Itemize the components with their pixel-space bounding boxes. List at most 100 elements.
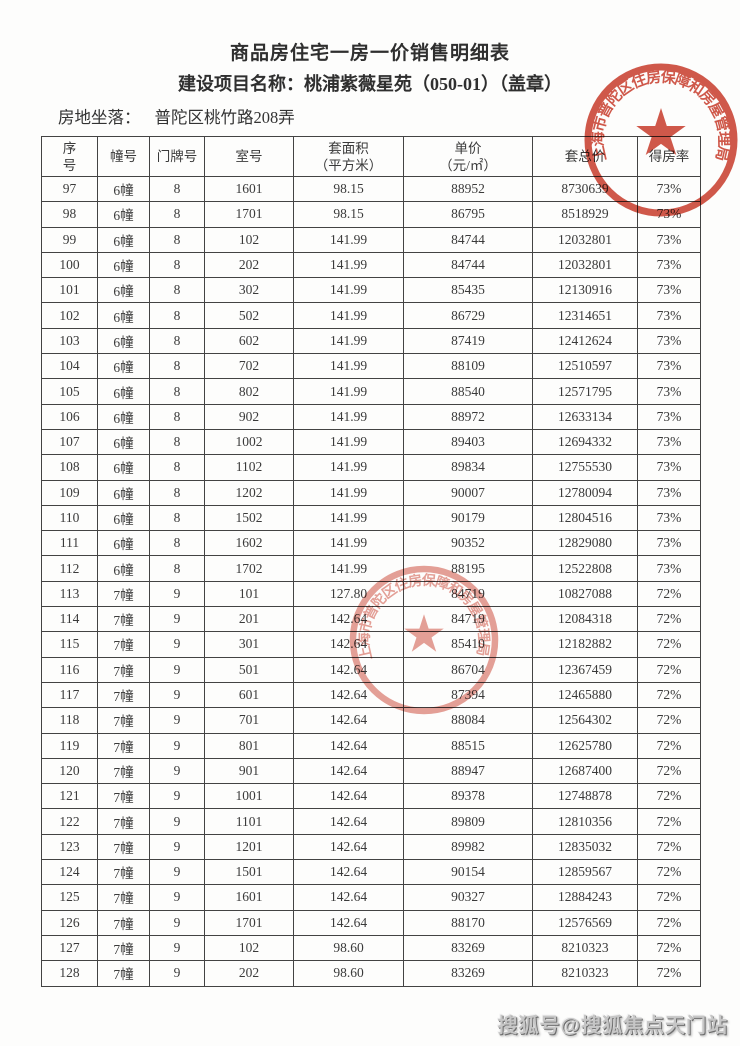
table-cell: 72%	[637, 960, 701, 987]
table-cell: 9	[149, 808, 205, 835]
table-row: 126 7幢 9 1701 142.64 88170 12576569 72%	[41, 909, 701, 936]
table-cell: 72%	[637, 783, 701, 810]
table-cell: 1502	[204, 504, 294, 532]
table-cell: 73%	[637, 378, 701, 405]
table-cell: 8	[149, 403, 205, 430]
table-row: 97 6幢 8 1601 98.15 88952 8730639 73%	[41, 175, 701, 203]
table-cell: 141.99	[293, 454, 404, 481]
table-cell: 73%	[637, 201, 701, 228]
table-cell: 87419	[403, 327, 533, 355]
column-header: 得房率	[637, 136, 701, 177]
table-cell: 88170	[403, 909, 533, 936]
table-cell: 101	[204, 580, 294, 608]
table-cell: 73%	[637, 277, 701, 304]
table-cell: 8	[149, 530, 205, 557]
table-cell: 9	[149, 833, 205, 861]
table-cell: 8	[149, 302, 205, 329]
table-row: 103 6幢 8 602 141.99 87419 12412624 73%	[41, 327, 701, 355]
table-row: 108 6幢 8 1102 141.99 89834 12755530 73%	[41, 454, 701, 481]
table-cell: 701	[204, 707, 294, 734]
table-cell: 100	[41, 251, 98, 279]
table-cell: 72%	[637, 909, 701, 936]
table-cell: 89834	[403, 454, 533, 481]
table-cell: 89809	[403, 808, 533, 835]
table-cell: 9	[149, 960, 205, 987]
table-cell: 111	[41, 530, 98, 557]
table-cell: 8	[149, 378, 205, 405]
table-cell: 123	[41, 833, 98, 861]
table-cell: 88947	[403, 757, 533, 785]
table-cell: 301	[204, 631, 294, 658]
table-cell: 12829080	[532, 530, 638, 557]
table-cell: 90154	[403, 859, 533, 886]
table-cell: 901	[204, 757, 294, 785]
table-cell: 8	[149, 555, 205, 582]
table-cell: 113	[41, 580, 98, 608]
table-row: 128 7幢 9 202 98.60 83269 8210323 72%	[41, 960, 701, 987]
table-cell: 302	[204, 277, 294, 304]
table-cell: 141.99	[293, 277, 404, 304]
table-cell: 1201	[204, 833, 294, 861]
table-cell: 1101	[204, 808, 294, 835]
table-cell: 73%	[637, 504, 701, 532]
table-cell: 12130916	[532, 277, 638, 304]
table-cell: 7幢	[97, 606, 150, 633]
table-cell: 8518929	[532, 201, 638, 228]
table-cell: 6幢	[97, 277, 150, 304]
table-cell: 7幢	[97, 808, 150, 835]
table-cell: 102	[41, 302, 98, 329]
table-cell: 7幢	[97, 757, 150, 785]
table-row: 111 6幢 8 1602 141.99 90352 12829080 73%	[41, 530, 701, 557]
table-cell: 72%	[637, 707, 701, 734]
table-cell: 6幢	[97, 378, 150, 405]
project-name-line: 建设项目名称：桃浦紫薇星苑（050-01）（盖章）	[178, 74, 562, 94]
table-cell: 83269	[403, 934, 533, 962]
table-cell: 72%	[637, 757, 701, 785]
table-cell: 12032801	[532, 251, 638, 279]
table-cell: 12571795	[532, 378, 638, 405]
table-cell: 73%	[637, 226, 701, 253]
table-cell: 142.64	[293, 859, 404, 886]
location-value: 普陀区桃竹路208弄	[154, 108, 295, 127]
table-cell: 6幢	[97, 327, 150, 355]
table-cell: 105	[41, 378, 98, 405]
table-row: 105 6幢 8 802 141.99 88540 12571795 73%	[41, 378, 701, 405]
table-cell: 12633134	[532, 403, 638, 430]
table-cell: 9	[149, 580, 205, 608]
table-cell: 72%	[637, 884, 701, 911]
table-row: 124 7幢 9 1501 142.64 90154 12859567 72%	[41, 859, 701, 886]
table-cell: 12522808	[532, 555, 638, 582]
table-cell: 72%	[637, 859, 701, 886]
table-cell: 7幢	[97, 859, 150, 886]
table-cell: 86729	[403, 302, 533, 329]
table-row: 112 6幢 8 1702 141.99 88195 12522808 73%	[41, 555, 701, 582]
table-cell: 106	[41, 403, 98, 430]
table-cell: 142.64	[293, 631, 404, 658]
table-cell: 112	[41, 555, 98, 582]
table-cell: 121	[41, 783, 98, 810]
table-cell: 6幢	[97, 403, 150, 430]
table-cell: 73%	[637, 327, 701, 355]
table-cell: 7幢	[97, 934, 150, 962]
table-row: 107 6幢 8 1002 141.99 89403 12694332 73%	[41, 428, 701, 456]
table-row: 100 6幢 8 202 141.99 84744 12032801 73%	[41, 251, 701, 279]
table-cell: 73%	[637, 353, 701, 380]
table-cell: 99	[41, 226, 98, 253]
table-cell: 90007	[403, 479, 533, 506]
table-cell: 6幢	[97, 226, 150, 253]
table-cell: 89403	[403, 428, 533, 456]
table-cell: 9	[149, 783, 205, 810]
table-cell: 128	[41, 960, 98, 987]
table-cell: 110	[41, 504, 98, 532]
table-cell: 141.99	[293, 353, 404, 380]
table-cell: 88515	[403, 732, 533, 759]
table-row: 113 7幢 9 101 127.80 84719 10827088 72%	[41, 580, 701, 608]
table-cell: 87394	[403, 681, 533, 709]
table-cell: 1501	[204, 859, 294, 886]
table-cell: 73%	[637, 403, 701, 430]
table-cell: 98	[41, 201, 98, 228]
table-cell: 12810356	[532, 808, 638, 835]
table-cell: 142.64	[293, 606, 404, 633]
table-cell: 10827088	[532, 580, 638, 608]
table-row: 99 6幢 8 102 141.99 84744 12032801 73%	[41, 226, 701, 253]
